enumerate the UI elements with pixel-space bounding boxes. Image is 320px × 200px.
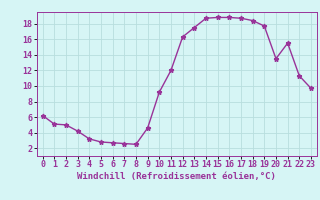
X-axis label: Windchill (Refroidissement éolien,°C): Windchill (Refroidissement éolien,°C): [77, 172, 276, 181]
